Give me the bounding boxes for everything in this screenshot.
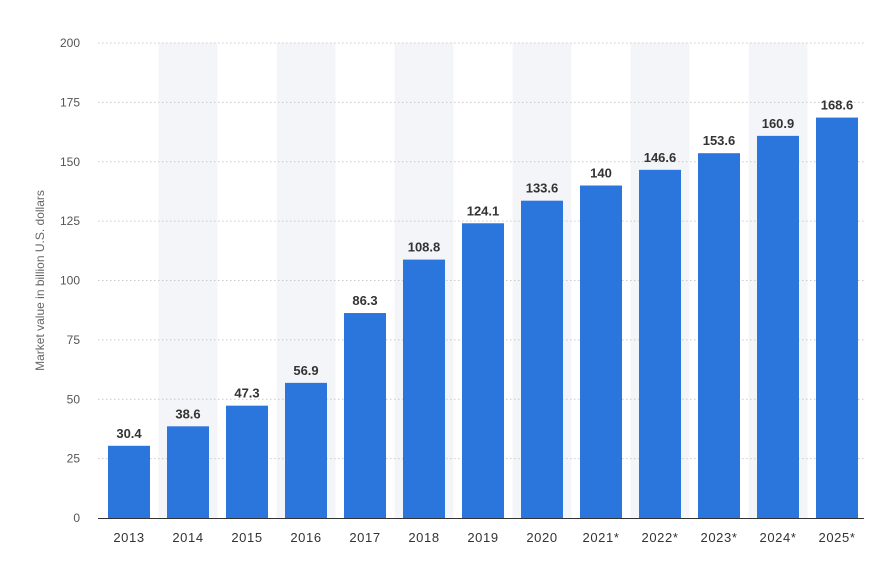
x-tick-label: 2020: [526, 530, 557, 545]
bar[interactable]: [285, 382, 327, 518]
data-label: 124.1: [467, 203, 500, 218]
bar[interactable]: [226, 405, 268, 518]
x-tick-label: 2017: [349, 530, 380, 545]
bar[interactable]: [344, 313, 386, 518]
bar[interactable]: [639, 169, 681, 518]
x-tick-label: 2019: [467, 530, 498, 545]
data-label: 153.6: [703, 133, 736, 148]
bar[interactable]: [403, 259, 445, 518]
x-tick-label: 2022*: [642, 530, 679, 545]
x-tick-label: 2015: [231, 530, 262, 545]
y-tick-label: 50: [67, 392, 81, 406]
x-tick-label: 2013: [113, 530, 144, 545]
x-tick-label: 2021*: [583, 530, 620, 545]
data-label: 47.3: [234, 386, 259, 401]
data-label: 168.6: [821, 98, 854, 113]
y-tick-label: 25: [67, 452, 81, 466]
data-label: 146.6: [644, 150, 677, 165]
x-tick-label: 2016: [290, 530, 321, 545]
data-label: 38.6: [175, 406, 200, 421]
data-label: 56.9: [293, 363, 318, 378]
x-tick-label: 2023*: [701, 530, 738, 545]
data-label: 30.4: [116, 426, 142, 441]
data-label: 140: [590, 166, 612, 181]
bar[interactable]: [816, 117, 858, 518]
y-tick-label: 75: [67, 333, 81, 347]
y-tick-label: 100: [60, 274, 80, 288]
y-tick-label: 125: [60, 214, 80, 228]
bar[interactable]: [521, 200, 563, 518]
y-tick-label: 175: [60, 95, 80, 109]
bar[interactable]: [698, 153, 740, 518]
x-tick-label: 2025*: [819, 530, 856, 545]
x-axis-ticks: 2013 2014 2015 2016 2017 2018 2019 2020 2021* 202…: [113, 530, 855, 545]
y-tick-label: 150: [60, 155, 80, 169]
y-axis-title: Market value in billion U.S. dollars: [33, 190, 47, 371]
bar[interactable]: [580, 185, 622, 519]
data-label: 133.6: [526, 181, 559, 196]
data-label: 160.9: [762, 116, 795, 131]
data-label: 86.3: [352, 293, 377, 308]
data-label: 108.8: [408, 240, 441, 255]
bar[interactable]: [167, 426, 209, 518]
x-tick-label: 2024*: [760, 530, 797, 545]
bar[interactable]: [462, 223, 504, 518]
y-tick-label: 200: [60, 36, 80, 50]
bars: [108, 117, 858, 519]
bar[interactable]: [108, 445, 150, 518]
x-tick-label: 2018: [408, 530, 439, 545]
data-labels: 30.4 38.6 47.3 56.9 86.3 108.8 124.1 133.6 140 14…: [116, 98, 853, 441]
bar[interactable]: [757, 135, 799, 519]
y-tick-label: 0: [73, 511, 80, 525]
x-tick-label: 2014: [172, 530, 203, 545]
y-axis-ticks: 0 25 50 75 100 125 150 175 200: [60, 36, 80, 525]
